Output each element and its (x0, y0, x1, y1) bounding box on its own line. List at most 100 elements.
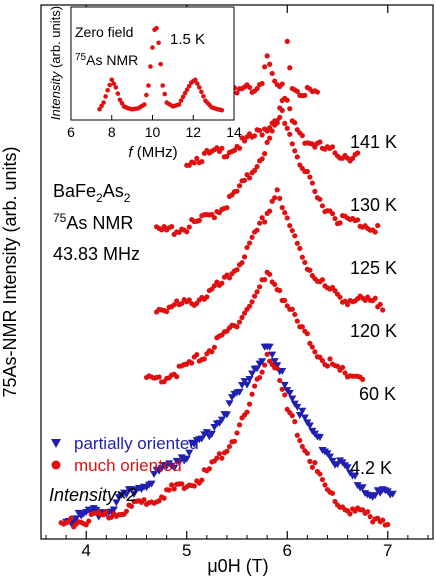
data-point (282, 120, 288, 126)
data-point (262, 219, 268, 225)
inset-x-tick-label-14: 14 (226, 124, 242, 140)
data-point (328, 457, 337, 465)
data-point (317, 196, 323, 202)
inset-data-point (197, 85, 202, 90)
data-point (347, 511, 353, 517)
data-point (298, 407, 307, 415)
data-point (284, 125, 290, 131)
data-point (267, 61, 273, 67)
inset-data-point (111, 81, 117, 86)
inset-data-point (99, 103, 104, 109)
data-point (191, 483, 197, 489)
data-point (365, 509, 371, 515)
data-point (141, 497, 147, 503)
data-point (319, 203, 326, 209)
series-partially-oriented (62, 343, 397, 528)
sample-compound: BaFe2As2 (53, 181, 131, 205)
inset-data-point (109, 77, 115, 83)
data-point (92, 506, 101, 514)
inset-data-point (146, 83, 151, 88)
data-point (319, 358, 326, 364)
data-point (277, 195, 283, 202)
series-125-k (153, 107, 381, 237)
data-point (257, 284, 263, 290)
data-point (234, 188, 240, 194)
data-point (259, 80, 265, 87)
inset-data-point (219, 107, 225, 113)
data-point (259, 215, 265, 221)
data-point (161, 495, 167, 501)
inset-y-label: Intensity (arb. units) (48, 6, 63, 120)
data-point (294, 154, 300, 160)
data-point (244, 409, 250, 415)
data-point (262, 276, 268, 283)
inset-temperature: 1.5 K (170, 31, 205, 48)
data-point (267, 135, 273, 141)
data-point (251, 167, 258, 174)
series-141-k (229, 38, 321, 99)
data-point (68, 515, 74, 521)
data-point (312, 188, 318, 194)
data-point (282, 210, 288, 216)
data-point (179, 481, 185, 487)
data-point (219, 145, 225, 151)
data-point (265, 343, 274, 351)
data-point (329, 144, 336, 150)
data-point (304, 450, 310, 456)
main-plot-frame (40, 4, 434, 540)
inset-data-point (158, 61, 163, 67)
data-point (360, 376, 366, 382)
data-point (241, 254, 248, 260)
series-130-k (184, 95, 361, 168)
data-point (239, 260, 245, 266)
data-point (380, 517, 386, 523)
data-point (199, 159, 205, 165)
data-point (175, 459, 184, 467)
data-point (199, 477, 205, 483)
data-point (248, 370, 257, 378)
data-point (344, 301, 351, 308)
data-point (270, 358, 279, 366)
data-point (234, 267, 240, 273)
data-point (225, 400, 234, 408)
data-point (343, 464, 352, 472)
data-point (325, 453, 334, 461)
data-point (307, 174, 313, 180)
inset-data-point (184, 87, 190, 92)
data-point (244, 244, 250, 251)
data-point (297, 437, 303, 444)
data-point (239, 314, 245, 321)
data-point (372, 229, 378, 235)
data-point (249, 234, 255, 240)
data-point (377, 301, 383, 308)
data-point (332, 215, 338, 222)
data-point (293, 403, 302, 411)
data-point (258, 358, 267, 366)
data-point (307, 267, 313, 273)
data-point (272, 195, 278, 201)
data-point (294, 88, 300, 94)
data-point (279, 205, 285, 211)
data-point (184, 229, 190, 235)
inset-data-point (148, 64, 153, 69)
data-point (257, 374, 263, 381)
data-point (189, 360, 195, 366)
data-point (182, 455, 191, 463)
data-point (288, 395, 297, 403)
data-point (259, 369, 265, 375)
data-point (211, 344, 217, 350)
data-point (224, 153, 230, 159)
data-point (327, 356, 333, 362)
data-point (204, 294, 210, 300)
data-point (214, 145, 220, 151)
data-point (312, 459, 318, 466)
data-point (287, 65, 293, 71)
data-point (315, 434, 324, 442)
x-tick-label-7: 7 (383, 541, 392, 560)
data-point (171, 302, 177, 308)
inset-subtitle: 75As NMR (75, 52, 138, 68)
data-point (194, 155, 200, 161)
data-point (337, 294, 343, 300)
data-point (262, 362, 268, 368)
inset-x-tick-label-8: 8 (108, 124, 116, 140)
